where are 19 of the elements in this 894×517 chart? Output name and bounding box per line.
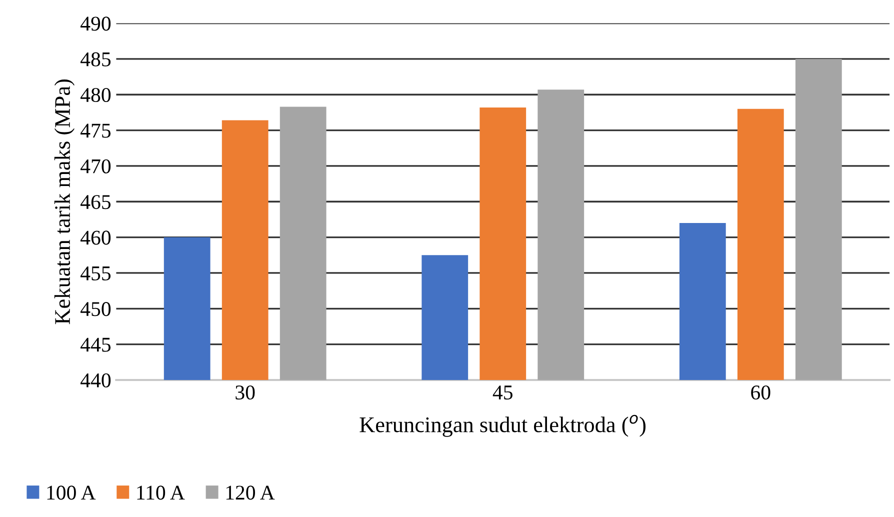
y-tick-label: 475 — [80, 124, 111, 138]
x-tick-label: 30 — [236, 385, 255, 400]
legend-label: 110 A — [137, 486, 185, 500]
y-tick-label: 485 — [80, 52, 111, 66]
legend-label: 100 A — [47, 486, 96, 500]
y-tick-label: 455 — [80, 266, 111, 280]
x-axis-title: Keruncingan sudut elektroda ($^{o}$) — [360, 414, 646, 437]
x-tick-label: 60 — [751, 385, 770, 400]
y-tick-label: 490 — [80, 16, 111, 31]
y-tick-label: 440 — [80, 373, 111, 388]
y-tick-label: 460 — [80, 230, 111, 245]
y-tick-label: 470 — [80, 159, 111, 174]
y-tick-label: 465 — [80, 195, 111, 210]
y-axis-title: Kekuatan tarik maks (MPa) — [54, 79, 75, 324]
y-tick-label: 450 — [80, 302, 111, 316]
y-tick-label: 445 — [80, 338, 111, 352]
y-tick-label: 480 — [80, 88, 111, 102]
x-tick-label: 45 — [492, 386, 512, 400]
legend-label: 120 A — [226, 486, 275, 500]
